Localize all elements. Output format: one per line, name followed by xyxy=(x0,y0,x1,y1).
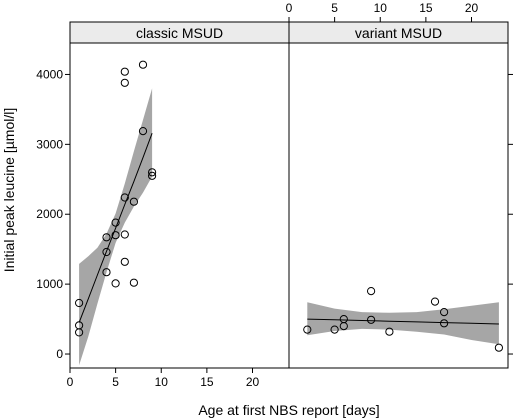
x-axis-title: Age at first NBS report [days] xyxy=(198,402,379,418)
data-point xyxy=(120,257,129,266)
data-point xyxy=(75,298,84,308)
data-point xyxy=(385,327,394,336)
x-tick-label: 15 xyxy=(200,375,214,389)
strip-label-1: classic MSUD xyxy=(136,25,223,41)
y-tick-label: 0 xyxy=(56,347,63,361)
data-point xyxy=(440,319,449,328)
data-point xyxy=(148,168,157,177)
data-point xyxy=(102,233,111,242)
x-tick-label: 20 xyxy=(246,375,260,389)
data-point xyxy=(339,322,348,331)
fit-line-1 xyxy=(78,133,153,323)
data-point xyxy=(367,287,376,296)
data-point xyxy=(138,127,148,136)
panel-frames: classic MSUD variant MSUD xyxy=(69,21,509,369)
data-point xyxy=(129,197,138,206)
x-tick-label: 5 xyxy=(112,375,119,389)
data-point xyxy=(120,230,129,239)
x-tick-label: 15 xyxy=(419,1,433,15)
data-point xyxy=(102,247,111,257)
data-point xyxy=(430,297,440,306)
data-point xyxy=(330,325,339,334)
data-point xyxy=(303,325,312,334)
data-point xyxy=(148,171,157,180)
y-tick-label: 2000 xyxy=(36,207,63,221)
data-point xyxy=(111,231,120,240)
fit-line-2 xyxy=(307,318,499,325)
y-axis-title: Initial peak leucine [µmol/l] xyxy=(1,108,17,272)
x-tick-label: 10 xyxy=(155,375,169,389)
data-point xyxy=(120,193,129,202)
data-point xyxy=(494,343,503,352)
data-point xyxy=(102,268,111,277)
data-point xyxy=(120,67,129,76)
x-tick-label: 0 xyxy=(286,1,293,15)
data-point xyxy=(440,308,449,317)
fit-lines xyxy=(78,133,499,325)
y-tick-label: 1000 xyxy=(36,277,63,291)
strip-label-2: variant MSUD xyxy=(355,25,442,41)
data-point xyxy=(75,328,84,337)
data-point xyxy=(111,279,120,288)
data-point xyxy=(138,60,148,69)
panel-frame-1 xyxy=(69,42,290,369)
x-tick-label: 20 xyxy=(465,1,479,15)
panel-frame-2 xyxy=(288,42,509,369)
data-point xyxy=(367,315,376,324)
data-point xyxy=(129,278,138,287)
y-tick-label: 4000 xyxy=(36,67,63,81)
y-tick-label: 3000 xyxy=(36,137,63,151)
x-tick-label: 10 xyxy=(374,1,388,15)
confidence-band-1 xyxy=(79,88,153,366)
data-points xyxy=(75,60,503,352)
confidence-band-2 xyxy=(307,302,499,345)
x-tick-label: 0 xyxy=(67,375,74,389)
x-tick-label: 5 xyxy=(331,1,338,15)
data-point xyxy=(111,218,120,227)
confidence-bands xyxy=(79,88,499,366)
data-point xyxy=(120,78,129,87)
